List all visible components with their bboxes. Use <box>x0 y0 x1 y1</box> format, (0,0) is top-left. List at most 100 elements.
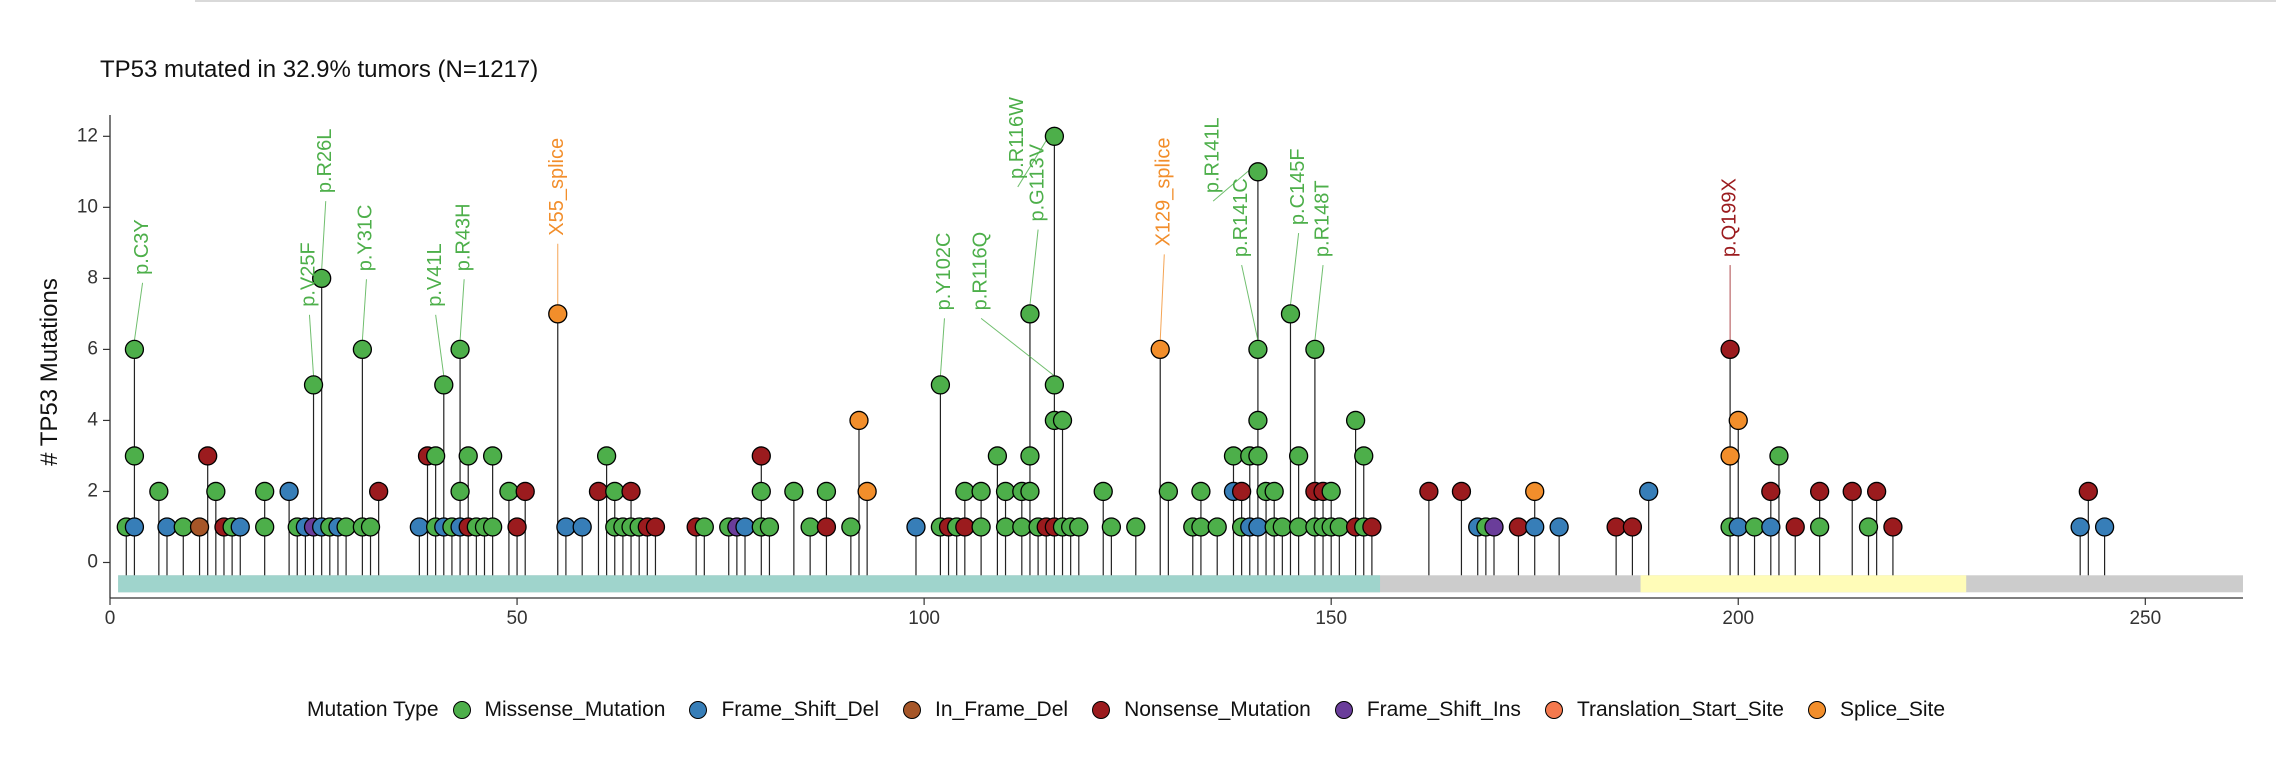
mutation-point <box>751 446 771 466</box>
mutation-point <box>1272 517 1292 537</box>
x-tick-label: 150 <box>1315 608 1347 629</box>
mutation-point <box>1248 339 1268 360</box>
mutation-point <box>1842 481 1862 502</box>
lollipop-plot: p.C3Y p.V25F p.R26L p.Y31C p.V41L p.R43H X55_s… <box>77 97 2244 629</box>
y-tick-label: 2 <box>87 480 98 501</box>
annotation-label: p.R26L <box>314 129 336 194</box>
mutation-point <box>995 517 1016 537</box>
y-tick-label: 0 <box>87 552 98 573</box>
mutation-point <box>1264 481 1284 502</box>
label-leader <box>980 317 1055 377</box>
mutation-point <box>800 517 820 537</box>
mutation-point <box>735 517 755 537</box>
mutation-point <box>1354 446 1374 466</box>
x-tick-label: 50 <box>506 608 527 629</box>
legend-item: In_Frame_Del <box>903 698 1068 722</box>
mutation-point <box>572 517 592 537</box>
mutation-point <box>1069 517 1089 537</box>
protein-track-layer <box>118 575 2244 593</box>
x-tick-label: 100 <box>908 608 940 629</box>
annotation-label: p.C145F <box>1287 148 1309 225</box>
mutation-point <box>1158 481 1179 502</box>
mutation-point <box>816 517 837 537</box>
mutation-point <box>1883 517 1903 537</box>
mutation-point <box>312 268 332 289</box>
mutation-point <box>255 481 275 502</box>
mutation-point <box>1622 517 1643 537</box>
mutation-point <box>1362 517 1382 537</box>
mutation-point <box>816 481 837 502</box>
mutation-point <box>124 339 145 360</box>
mutation-point <box>906 517 926 537</box>
label-leader <box>1159 254 1165 341</box>
label-leader <box>308 314 315 376</box>
mutation-point <box>971 517 991 537</box>
mutation-point <box>849 410 869 431</box>
mutation-point <box>499 481 519 502</box>
mutation-point <box>955 517 975 537</box>
y-tick-label: 6 <box>87 338 98 359</box>
mutation-point <box>1321 481 1341 502</box>
mutation-point <box>255 517 275 537</box>
mutation-point <box>1720 446 1740 466</box>
legend-swatch <box>1092 701 1111 719</box>
mutation-point <box>434 375 454 395</box>
mutation-point <box>1305 339 1325 360</box>
y-tick-label: 4 <box>87 409 98 430</box>
mutation-point <box>1020 481 1040 502</box>
mutation-point <box>1744 517 1765 537</box>
label-leader <box>939 318 945 376</box>
legend-swatch <box>689 701 708 719</box>
legend-item: Missense_Mutation <box>452 698 665 722</box>
mutation-point <box>1231 481 1252 502</box>
mutation-point <box>1020 446 1040 466</box>
mutation-point <box>303 375 324 395</box>
mutation-point <box>596 446 617 466</box>
annotation-label: p.R148T <box>1311 180 1333 257</box>
mutation-point <box>425 446 446 466</box>
legend-item: Translation_Start_Site <box>1544 698 1784 722</box>
mutation-point <box>409 517 430 537</box>
annotation-label: p.V41L <box>424 243 446 306</box>
axes-layer: 0 2 4 6 8 10 12 0 50 100 150 200 250 <box>77 115 2243 629</box>
mutation-point <box>751 481 771 502</box>
mutation-point <box>124 517 145 537</box>
mutation-point <box>149 481 169 502</box>
legend: Mutation Type Missense_Mutation Frame_Shi… <box>0 698 2276 722</box>
mutation-point <box>1720 339 1740 360</box>
mutation-point <box>1052 410 1073 431</box>
legend-swatch <box>1334 701 1353 719</box>
mutation-point <box>450 339 470 360</box>
legend-item: Frame_Shift_Del <box>689 698 879 722</box>
mutation-point <box>206 481 226 502</box>
mutation-point <box>1451 481 1472 502</box>
annotation-label: p.C3Y <box>131 219 153 275</box>
mutation-point <box>1329 517 1349 537</box>
legend-swatch <box>452 701 471 719</box>
mutation-point <box>784 481 804 502</box>
mutation-point <box>556 517 576 537</box>
points-layer <box>116 126 2115 537</box>
mutation-point <box>1858 517 1879 537</box>
mutation-point <box>548 304 568 324</box>
mutation-point <box>1728 517 1748 537</box>
stems-layer <box>125 136 2106 576</box>
mutation-point <box>1044 375 1065 395</box>
mutation-point <box>1207 517 1227 537</box>
mutation-point <box>507 517 527 537</box>
legend-label: Frame_Shift_Ins <box>1366 698 1521 721</box>
mutation-point <box>1248 446 1268 466</box>
mutation-point <box>2094 517 2115 537</box>
mutation-point <box>1044 126 1065 146</box>
mutation-point <box>588 481 609 502</box>
mutation-point <box>1248 410 1268 431</box>
mutation-point <box>1280 304 1301 324</box>
protein-domain-2 <box>1640 575 1967 593</box>
mutation-point <box>621 481 641 502</box>
mutation-point <box>1150 339 1170 360</box>
mutation-point <box>1639 481 1659 502</box>
mutation-point <box>1288 517 1309 537</box>
annotation-label: p.Q199X <box>1718 178 1740 257</box>
top-border-line <box>195 0 2276 2</box>
mutation-point <box>1093 481 1113 502</box>
